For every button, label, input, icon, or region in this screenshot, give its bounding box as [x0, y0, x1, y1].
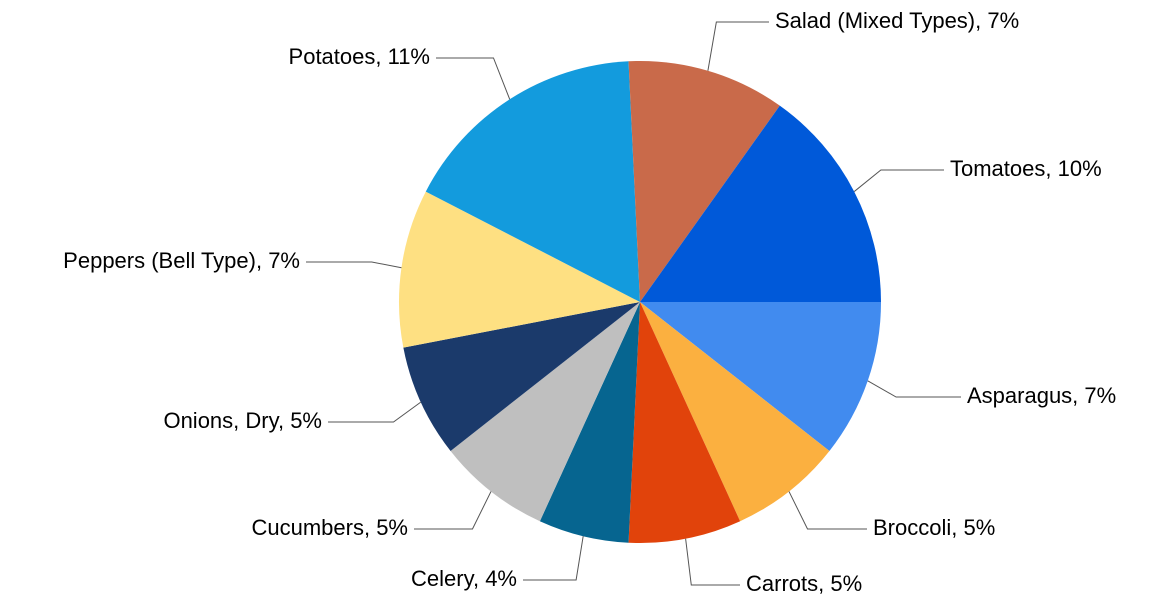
data-label: Salad (Mixed Types), 7% [775, 8, 1019, 33]
data-label: Onions, Dry, 5% [163, 408, 322, 433]
pie-slice [628, 302, 741, 543]
pie-slice [640, 105, 881, 302]
leader-line [306, 261, 402, 269]
data-label: Celery, 4% [411, 566, 517, 591]
pie-slice [640, 302, 881, 451]
pie-slice [539, 302, 640, 543]
data-label: Peppers (Bell Type), 7% [63, 248, 300, 273]
data-label: Potatoes, 11% [289, 44, 430, 69]
leader-line [414, 491, 492, 530]
pie-slice [403, 302, 640, 451]
leader-line [788, 491, 867, 530]
leader-line [328, 401, 422, 423]
leader-line [853, 169, 944, 192]
pie-slice [450, 302, 640, 522]
leader-line [523, 536, 584, 581]
leader-line [685, 538, 740, 586]
leader-line [436, 57, 511, 100]
data-label: Broccoli, 5% [873, 515, 995, 540]
pie-slice [425, 61, 640, 302]
leader-line [707, 21, 769, 71]
pie-slice [398, 191, 640, 348]
data-label: Asparagus, 7% [967, 383, 1116, 408]
data-label: Tomatoes, 10% [950, 156, 1102, 181]
pie-slice [628, 61, 780, 303]
data-label: Carrots, 5% [746, 571, 862, 596]
pie-slice [640, 302, 830, 522]
data-label: Cucumbers, 5% [251, 515, 408, 540]
leader-line [867, 380, 961, 398]
